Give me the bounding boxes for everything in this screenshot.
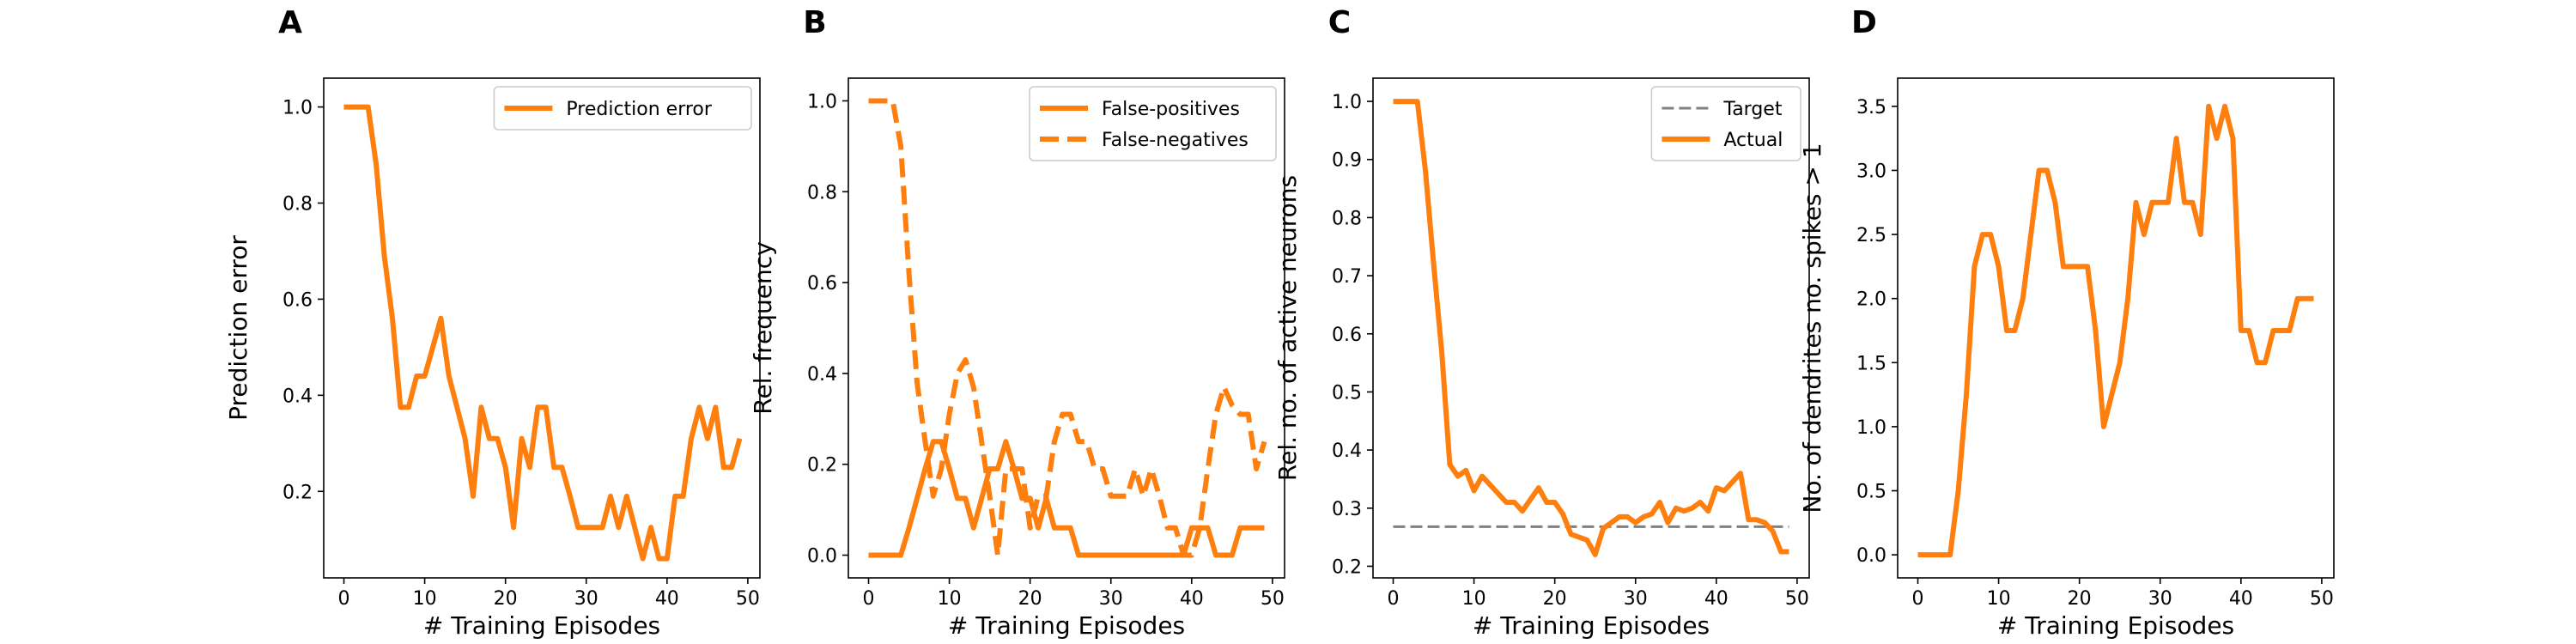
x-tick-label: 0 (1388, 588, 1400, 610)
x-tick-label: 0 (1912, 588, 1924, 610)
series-group (1393, 99, 1789, 557)
legend-box (493, 86, 752, 131)
legend-box (1029, 86, 1277, 161)
panel-a: A 0 10 20 30 40 50 0.2 0.4 0.6 0.8 1.0 # Training Ep… (224, 5, 761, 640)
series-group (343, 104, 743, 562)
legend-label: False-negatives (1102, 130, 1249, 151)
x-tick-label: 40 (1704, 588, 1728, 610)
panel-letter: B (803, 5, 826, 40)
x-tick-label: 10 (413, 588, 437, 610)
y-tick-label: 0.2 (283, 482, 313, 503)
y-axis-label: Rel. frequency (749, 241, 777, 414)
legend-label: Prediction error (566, 99, 712, 120)
x-axis-label: # Training Episodes (948, 611, 1185, 640)
x-tick-label: 50 (1261, 588, 1285, 610)
y-tick-label: 1.0 (1332, 92, 1362, 113)
series-line-line (1917, 103, 2314, 558)
y-axis-label: No. of dendrites no. spikes > 1 (1798, 143, 1826, 513)
panel-letter: D (1851, 5, 1877, 40)
x-tick-label: 10 (938, 588, 962, 610)
y-tick-label: 1.5 (1856, 353, 1886, 374)
y-axis-label: Rel. no. of active neurons (1273, 175, 1302, 481)
y-tick-label: 1.0 (1856, 417, 1886, 439)
x-tick-label: 20 (1018, 588, 1042, 610)
x-tick-label: 50 (2310, 588, 2334, 610)
series-group (1917, 103, 2314, 558)
x-tick-label: 10 (1462, 588, 1486, 610)
panel-b: B 0 10 20 30 40 50 0.0 0.2 0.4 0.6 0.8 1.0 # Training… (749, 5, 1285, 640)
y-tick-label: 0.6 (807, 273, 837, 295)
y-tick-label: 1.0 (283, 98, 313, 119)
x-tick-label: 0 (338, 588, 350, 610)
legend-label: Actual (1723, 130, 1783, 151)
y-tick-label: 0.5 (1332, 382, 1362, 404)
y-axis-label: Prediction error (224, 235, 252, 421)
x-tick-label: 40 (1180, 588, 1204, 610)
x-tick-label: 30 (1624, 588, 1648, 610)
y-tick-label: 0.8 (283, 194, 313, 216)
y-tick-label: 0.7 (1332, 266, 1362, 288)
x-tick-label: 20 (2068, 588, 2092, 610)
axes-frame (323, 77, 761, 579)
x-tick-label: 30 (574, 588, 598, 610)
x-tick-label: 40 (655, 588, 679, 610)
y-tick-label: 0.9 (1332, 150, 1362, 172)
axes-frame (1897, 77, 2335, 579)
y-tick-label: 0.2 (1332, 556, 1362, 578)
legend-label: False-positives (1102, 99, 1240, 120)
y-tick-label: 0.8 (1332, 208, 1362, 229)
series-line-false-positives (868, 439, 1265, 558)
x-axis-label: # Training Episodes (423, 611, 660, 640)
axes-frame (848, 77, 1285, 579)
y-tick-label: 0.0 (1856, 545, 1886, 567)
y-tick-label: 3.5 (1856, 97, 1886, 118)
y-tick-label: 2.0 (1856, 289, 1886, 311)
y-tick-label: 0.4 (283, 386, 313, 407)
x-axis-label: # Training Episodes (1473, 611, 1710, 640)
y-tick-label: 0.6 (283, 289, 313, 311)
y-tick-label: 0.6 (1332, 325, 1362, 346)
x-tick-label: 0 (863, 588, 875, 610)
y-tick-label: 0.4 (1332, 440, 1362, 462)
y-tick-label: 1.0 (807, 91, 837, 112)
y-tick-label: 2.5 (1856, 225, 1886, 246)
x-tick-label: 50 (736, 588, 760, 610)
y-tick-label: 0.8 (807, 182, 837, 204)
y-tick-label: 0.4 (807, 364, 837, 386)
y-tick-label: 3.0 (1856, 161, 1886, 182)
series-line-prediction-error (343, 104, 743, 562)
x-axis-label: # Training Episodes (1997, 611, 2234, 640)
axes-frame (1372, 77, 1810, 579)
series-group (868, 98, 1267, 558)
x-tick-label: 10 (1987, 588, 2011, 610)
x-tick-label: 30 (2148, 588, 2172, 610)
series-line-false-negatives (868, 98, 1267, 558)
y-tick-label: 0.5 (1856, 482, 1886, 503)
legend-label: Target (1722, 99, 1782, 120)
x-tick-label: 20 (494, 588, 518, 610)
y-tick-label: 0.0 (807, 546, 837, 568)
panel-d: D 0 10 20 30 40 50 0.0 0.5 1.0 1.5 2.0 2.5 3.0 3.5 # Tr… (1798, 5, 2335, 640)
x-tick-label: 30 (1099, 588, 1123, 610)
panel-letter: A (278, 5, 302, 40)
x-tick-label: 50 (1785, 588, 1809, 610)
y-tick-label: 0.3 (1332, 499, 1362, 520)
series-line-actual (1393, 99, 1789, 557)
legend-box (1650, 86, 1801, 161)
panel-letter: C (1328, 5, 1351, 40)
panel-c: C 0 10 20 30 40 50 0.2 0.3 0.4 0.5 0.6 0.7 0.8 0.9 1.0 #… (1273, 5, 1810, 640)
x-tick-label: 20 (1543, 588, 1567, 610)
y-tick-label: 0.2 (807, 455, 837, 477)
x-tick-label: 40 (2229, 588, 2253, 610)
